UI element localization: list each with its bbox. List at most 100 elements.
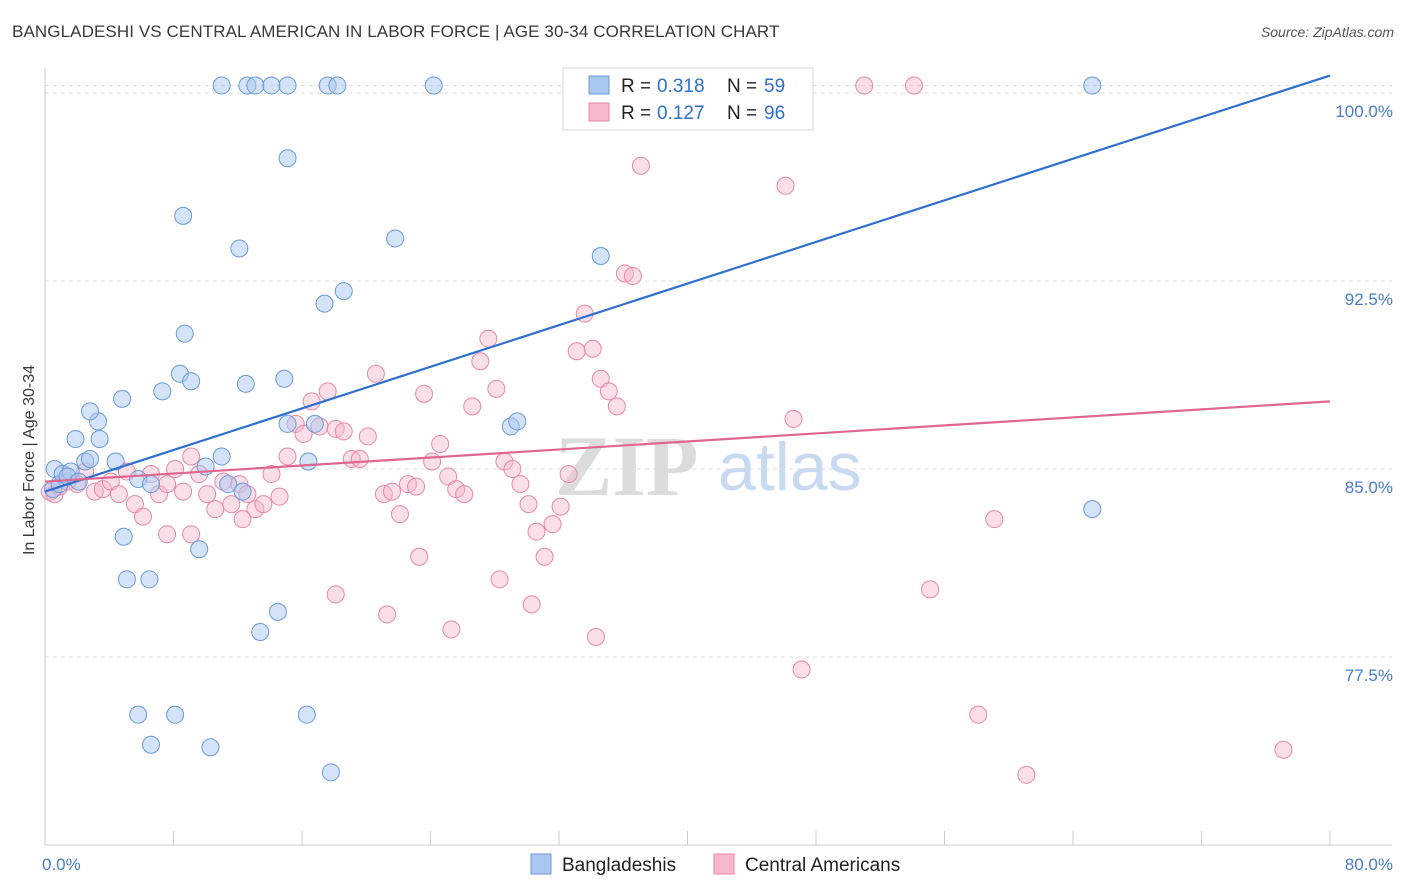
bangladeshis-point bbox=[166, 705, 185, 724]
bangladeshis-point bbox=[246, 76, 265, 95]
central-americans-point bbox=[390, 505, 409, 524]
legend-n-label-1: N = bbox=[727, 76, 757, 97]
legend-n-value-1: 59 bbox=[764, 76, 785, 97]
central-americans-point bbox=[233, 510, 252, 529]
central-americans-point bbox=[262, 465, 281, 484]
bangladeshis-point bbox=[219, 475, 238, 494]
central-americans-point bbox=[985, 510, 1004, 529]
central-americans-point bbox=[133, 507, 152, 526]
central-americans-point bbox=[182, 525, 201, 544]
bangladeshis-point bbox=[278, 149, 297, 168]
central-americans-point bbox=[431, 434, 450, 453]
bangladeshis-point bbox=[201, 738, 220, 757]
bangladeshis-point bbox=[66, 429, 85, 448]
bangladeshis-point bbox=[90, 429, 109, 448]
bangladeshis-point bbox=[305, 414, 324, 433]
bangladeshis-point bbox=[278, 76, 297, 95]
central-americans-point bbox=[527, 522, 546, 541]
bangladeshis-point bbox=[268, 602, 287, 621]
bangladeshis-point bbox=[236, 374, 255, 393]
central-americans-point bbox=[792, 660, 811, 679]
central-americans-point bbox=[270, 487, 289, 506]
bangladeshis-point bbox=[80, 402, 99, 421]
axes bbox=[44, 68, 1392, 846]
bottom-legend-swatch-pink bbox=[713, 853, 735, 875]
central-americans-point bbox=[423, 452, 442, 471]
bangladeshis-point bbox=[174, 206, 193, 225]
central-americans-point bbox=[198, 485, 217, 504]
central-americans-point bbox=[471, 352, 490, 371]
bangladeshis-point bbox=[142, 475, 161, 494]
y-tick-labels: 77.5% 85.0% 92.5% 100.0% bbox=[1335, 102, 1393, 685]
y-tick-label: 77.5% bbox=[1345, 666, 1393, 685]
central-americans-point bbox=[855, 76, 874, 95]
bangladeshis-point bbox=[106, 452, 125, 471]
central-americans-point bbox=[294, 424, 313, 443]
y-tick-label: 92.5% bbox=[1345, 290, 1393, 309]
central-americans-trend-line bbox=[44, 400, 1331, 483]
central-americans-point bbox=[166, 460, 185, 479]
central-americans-point bbox=[366, 364, 385, 383]
trend-lines bbox=[44, 74, 1331, 493]
central-americans-point bbox=[174, 482, 193, 501]
bangladeshis-point bbox=[315, 294, 334, 313]
bangladeshis-point bbox=[334, 282, 353, 301]
central-americans-point bbox=[535, 547, 554, 566]
y-tick-label: 85.0% bbox=[1345, 478, 1393, 497]
central-americans-point bbox=[607, 397, 626, 416]
bangladeshis-point bbox=[190, 540, 209, 559]
source-label: Source: ZipAtlas.com bbox=[1260, 24, 1394, 40]
y-axis-label: In Labor Force | Age 30-34 bbox=[21, 365, 38, 555]
central-americans-point bbox=[583, 339, 602, 358]
bangladeshis-point bbox=[386, 229, 405, 248]
bangladeshis-point bbox=[212, 76, 231, 95]
bangladeshis-trend-line bbox=[44, 74, 1331, 493]
central-americans-point bbox=[559, 465, 578, 484]
central-americans-point bbox=[623, 267, 642, 286]
central-americans-point bbox=[334, 422, 353, 441]
central-americans-point bbox=[487, 379, 506, 398]
bangladeshis-point bbox=[114, 527, 133, 546]
bangladeshis-point bbox=[1083, 76, 1102, 95]
central-americans-point bbox=[519, 495, 538, 514]
central-americans-point bbox=[599, 382, 618, 401]
bangladeshis-point bbox=[153, 382, 172, 401]
central-americans-point bbox=[158, 525, 177, 544]
bangladeshis-point bbox=[117, 570, 136, 589]
bangladeshis-point bbox=[230, 239, 249, 258]
x-tick-label-min: 0.0% bbox=[42, 855, 81, 874]
bangladeshis-point bbox=[328, 76, 347, 95]
central-americans-point bbox=[1274, 740, 1293, 759]
bangladeshis-point bbox=[321, 763, 340, 782]
legend-r-value-2: 0.127 bbox=[657, 103, 705, 124]
central-americans-point bbox=[551, 497, 570, 516]
legend-n-label-2: N = bbox=[727, 103, 757, 124]
central-americans-point bbox=[407, 477, 426, 496]
bottom-legend-label-bangladeshis: Bangladeshis bbox=[562, 855, 676, 876]
central-americans-point bbox=[567, 342, 586, 361]
bangladeshis-point bbox=[278, 414, 297, 433]
bangladeshis-point bbox=[80, 450, 99, 469]
legend-n-value-2: 96 bbox=[764, 103, 785, 124]
bangladeshis-point bbox=[212, 447, 231, 466]
bottom-legend-swatch-blue bbox=[530, 853, 552, 875]
central-americans-point bbox=[182, 447, 201, 466]
central-americans-point bbox=[442, 620, 461, 639]
central-americans-point bbox=[358, 427, 377, 446]
central-americans-point bbox=[222, 495, 241, 514]
central-americans-point bbox=[784, 409, 803, 428]
central-americans-point bbox=[543, 515, 562, 534]
bangladeshis-point bbox=[591, 246, 610, 265]
stats-legend: R = 0.318 N = 59 R = 0.127 N = 96 bbox=[562, 67, 814, 131]
bangladeshis-point bbox=[297, 705, 316, 724]
central-americans-point bbox=[586, 627, 605, 646]
central-americans-point bbox=[455, 485, 474, 504]
central-americans-point bbox=[463, 397, 482, 416]
central-americans-point bbox=[410, 547, 429, 566]
central-americans-point bbox=[631, 156, 650, 175]
legend-swatch-blue bbox=[588, 75, 610, 95]
watermark: ZIP atlas bbox=[555, 418, 862, 514]
central-americans-point bbox=[522, 595, 541, 614]
central-americans-point bbox=[350, 450, 369, 469]
